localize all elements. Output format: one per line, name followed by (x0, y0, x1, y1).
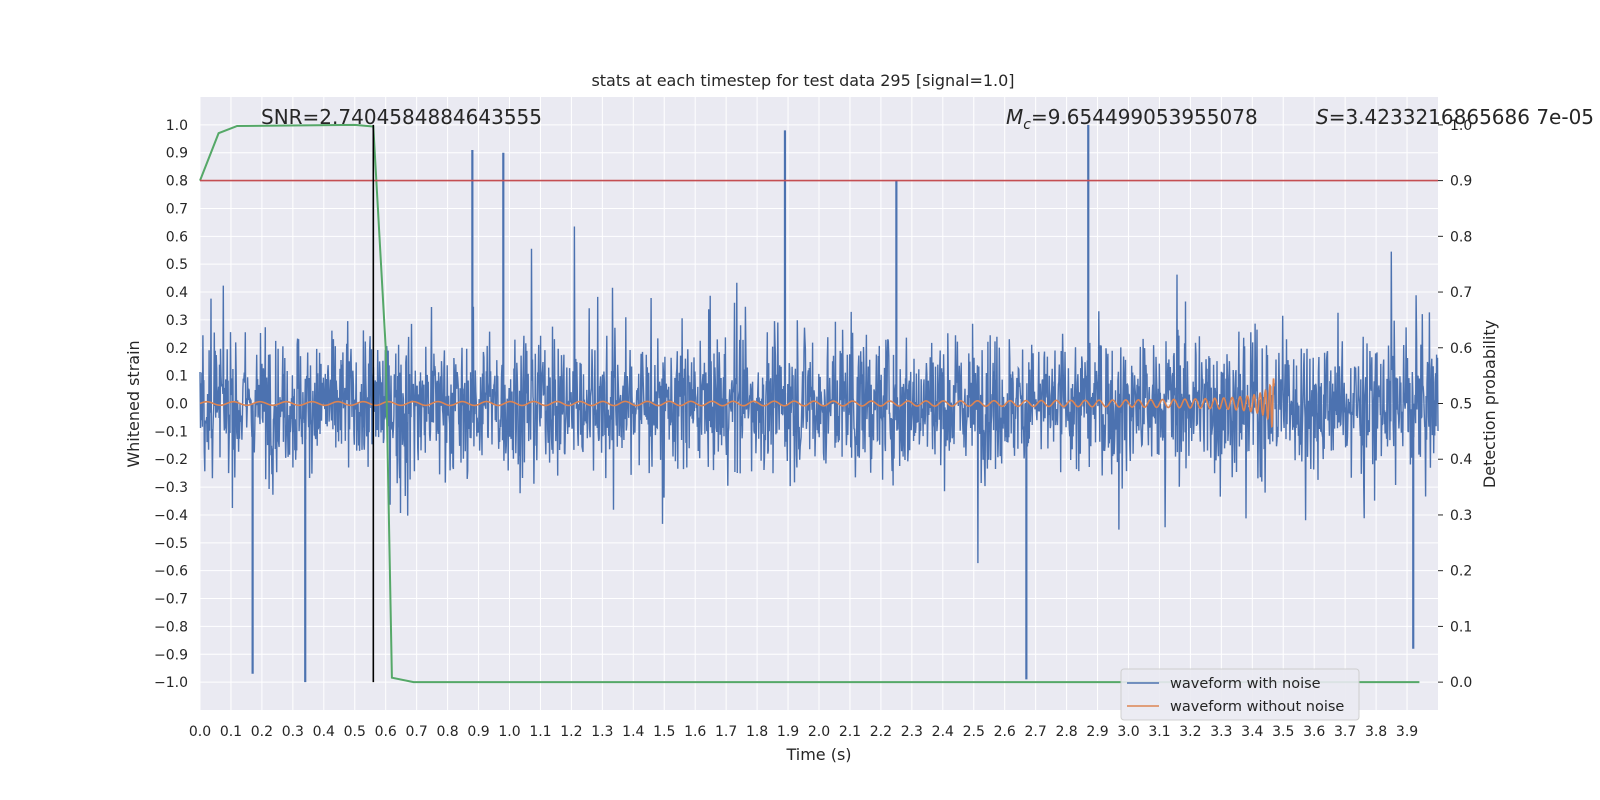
x-tick-label: 1.0 (498, 724, 520, 740)
y2-tick-label: 0.9 (1450, 174, 1472, 190)
y2-tick-label: 1.0 (1450, 118, 1472, 134)
x-tick-label: 1.9 (777, 724, 799, 740)
s-annotation: S=3.4233216865686 7e-05 (1316, 105, 1594, 129)
x-tick-label: 1.2 (560, 724, 582, 740)
x-tick-label: 0.0 (189, 724, 211, 740)
y-tick-label: 0.9 (166, 146, 188, 162)
x-tick-label: 0.1 (220, 724, 242, 740)
noise-line (199, 226, 1439, 564)
y-tick-label: −0.2 (154, 452, 188, 468)
snr-annotation: SNR=2.7404584884643555 (261, 105, 542, 129)
y-axis-label: Whitened strain (124, 340, 143, 467)
legend-label-waveform-without-noise: waveform without noise (1170, 699, 1344, 715)
x-tick-label: 2.6 (994, 724, 1016, 740)
y-tick-label: −0.3 (154, 480, 188, 496)
y-tick-label: −0.5 (154, 536, 188, 552)
x-tick-labels: 0.0 0.1 0.2 0.3 0.4 0.5 0.6 0.7 0.8 0.9 1.0 1.1 1.2 1… (189, 724, 1418, 740)
x-tick-label: 1.1 (529, 724, 551, 740)
mc-subscript: c (1023, 117, 1031, 133)
y-tick-label: 1.0 (166, 118, 188, 134)
x-tick-label: 3.6 (1303, 724, 1325, 740)
y-tick-label: 0.2 (166, 341, 188, 357)
x-tick-label: 0.8 (436, 724, 458, 740)
y-tick-label: 0.8 (166, 174, 188, 190)
legend-box (1120, 668, 1360, 721)
y-tick-labels: 1.0 0.9 0.8 0.7 0.6 0.5 0.4 0.3 0.2 0.1 0.0 −0.1 −0.… (154, 118, 188, 691)
x-tick-label: 3.0 (1117, 724, 1139, 740)
y2-tick-label: 0.0 (1450, 675, 1472, 691)
x-tick-label: 3.2 (1179, 724, 1201, 740)
x-tick-label: 2.1 (839, 724, 861, 740)
x-tick-label: 0.4 (313, 724, 335, 740)
y2-tick-label: 0.4 (1450, 452, 1472, 468)
x-tick-label: 3.3 (1210, 724, 1232, 740)
y-tick-label: −0.7 (154, 592, 188, 608)
x-tick-label: 1.4 (622, 724, 644, 740)
chirp-line (199, 378, 1275, 428)
y-tick-label: 0.5 (166, 257, 188, 273)
x-tick-label: 3.9 (1396, 724, 1418, 740)
s-symbol: S (1316, 105, 1329, 129)
y-tick-label: 0.4 (166, 285, 188, 301)
x-tick-label: 2.3 (901, 724, 923, 740)
s-value: =3.4233216865686 7e-05 (1329, 105, 1594, 129)
x-tick-label: 0.2 (251, 724, 273, 740)
x-tick-label: 2.9 (1086, 724, 1108, 740)
y2-tick-label: 0.8 (1450, 229, 1472, 245)
x-tick-label: 1.3 (591, 724, 613, 740)
x-tick-label: 2.5 (963, 724, 985, 740)
x-tick-label: 0.9 (467, 724, 489, 740)
legend: waveform with noise waveform without noi… (1120, 668, 1360, 721)
x-tick-label: 3.7 (1334, 724, 1356, 740)
y2-tick-label: 0.1 (1450, 619, 1472, 635)
x-tick-label: 0.5 (344, 724, 366, 740)
x-tick-label: 3.1 (1148, 724, 1170, 740)
chart-title: stats at each timestep for test data 295… (591, 71, 1014, 90)
x-tick-label: 0.3 (282, 724, 304, 740)
mc-annotation: Mc=9.654499053955078 (1006, 105, 1258, 133)
x-tick-label: 1.6 (684, 724, 706, 740)
y-tick-label: 0.7 (166, 201, 188, 217)
x-tick-label: 2.7 (1025, 724, 1047, 740)
mc-value: =9.654499053955078 (1031, 105, 1258, 129)
x-tick-label: 3.4 (1241, 724, 1263, 740)
y-tick-label: −0.1 (154, 424, 188, 440)
y2-tick-label: 0.3 (1450, 508, 1472, 524)
x-tick-label: 1.7 (715, 724, 737, 740)
x-tick-label: 3.5 (1272, 724, 1294, 740)
series-waveform-with-noise (199, 124, 1439, 683)
legend-label-waveform-with-noise: waveform with noise (1170, 676, 1321, 692)
mc-symbol: M (1006, 105, 1023, 129)
y2-axis-label: Detection probability (1480, 320, 1499, 488)
y-tick-label: 0.3 (166, 313, 188, 329)
y-tick-label: 0.0 (166, 397, 188, 413)
x-tick-label: 2.4 (932, 724, 954, 740)
y-tick-label: −1.0 (154, 675, 188, 691)
y-tick-label: 0.1 (166, 369, 188, 385)
y2-tick-label: 0.2 (1450, 564, 1472, 580)
y-tick-label: −0.4 (154, 508, 188, 524)
y2-tick-label: 0.7 (1450, 285, 1472, 301)
x-tick-label: 2.8 (1055, 724, 1077, 740)
x-tick-label: 1.8 (746, 724, 768, 740)
y2-tick-labels: 1.0 0.9 0.8 0.7 0.6 0.5 0.4 0.3 0.2 0.1 0.0 (1438, 118, 1472, 691)
x-tick-label: 0.6 (375, 724, 397, 740)
x-axis-label: Time (s) (785, 745, 851, 764)
x-tick-label: 1.5 (653, 724, 675, 740)
x-tick-label: 3.8 (1365, 724, 1387, 740)
series-waveform-without-noise (199, 378, 1275, 428)
y-tick-label: −0.8 (154, 619, 188, 635)
y2-tick-label: 0.6 (1450, 341, 1472, 357)
x-tick-label: 2.0 (808, 724, 830, 740)
y-tick-label: 0.6 (166, 229, 188, 245)
x-tick-label: 0.7 (406, 724, 428, 740)
y-tick-label: −0.9 (154, 647, 188, 663)
y2-tick-label: 0.5 (1450, 397, 1472, 413)
x-tick-label: 2.2 (870, 724, 892, 740)
y-tick-label: −0.6 (154, 564, 188, 580)
